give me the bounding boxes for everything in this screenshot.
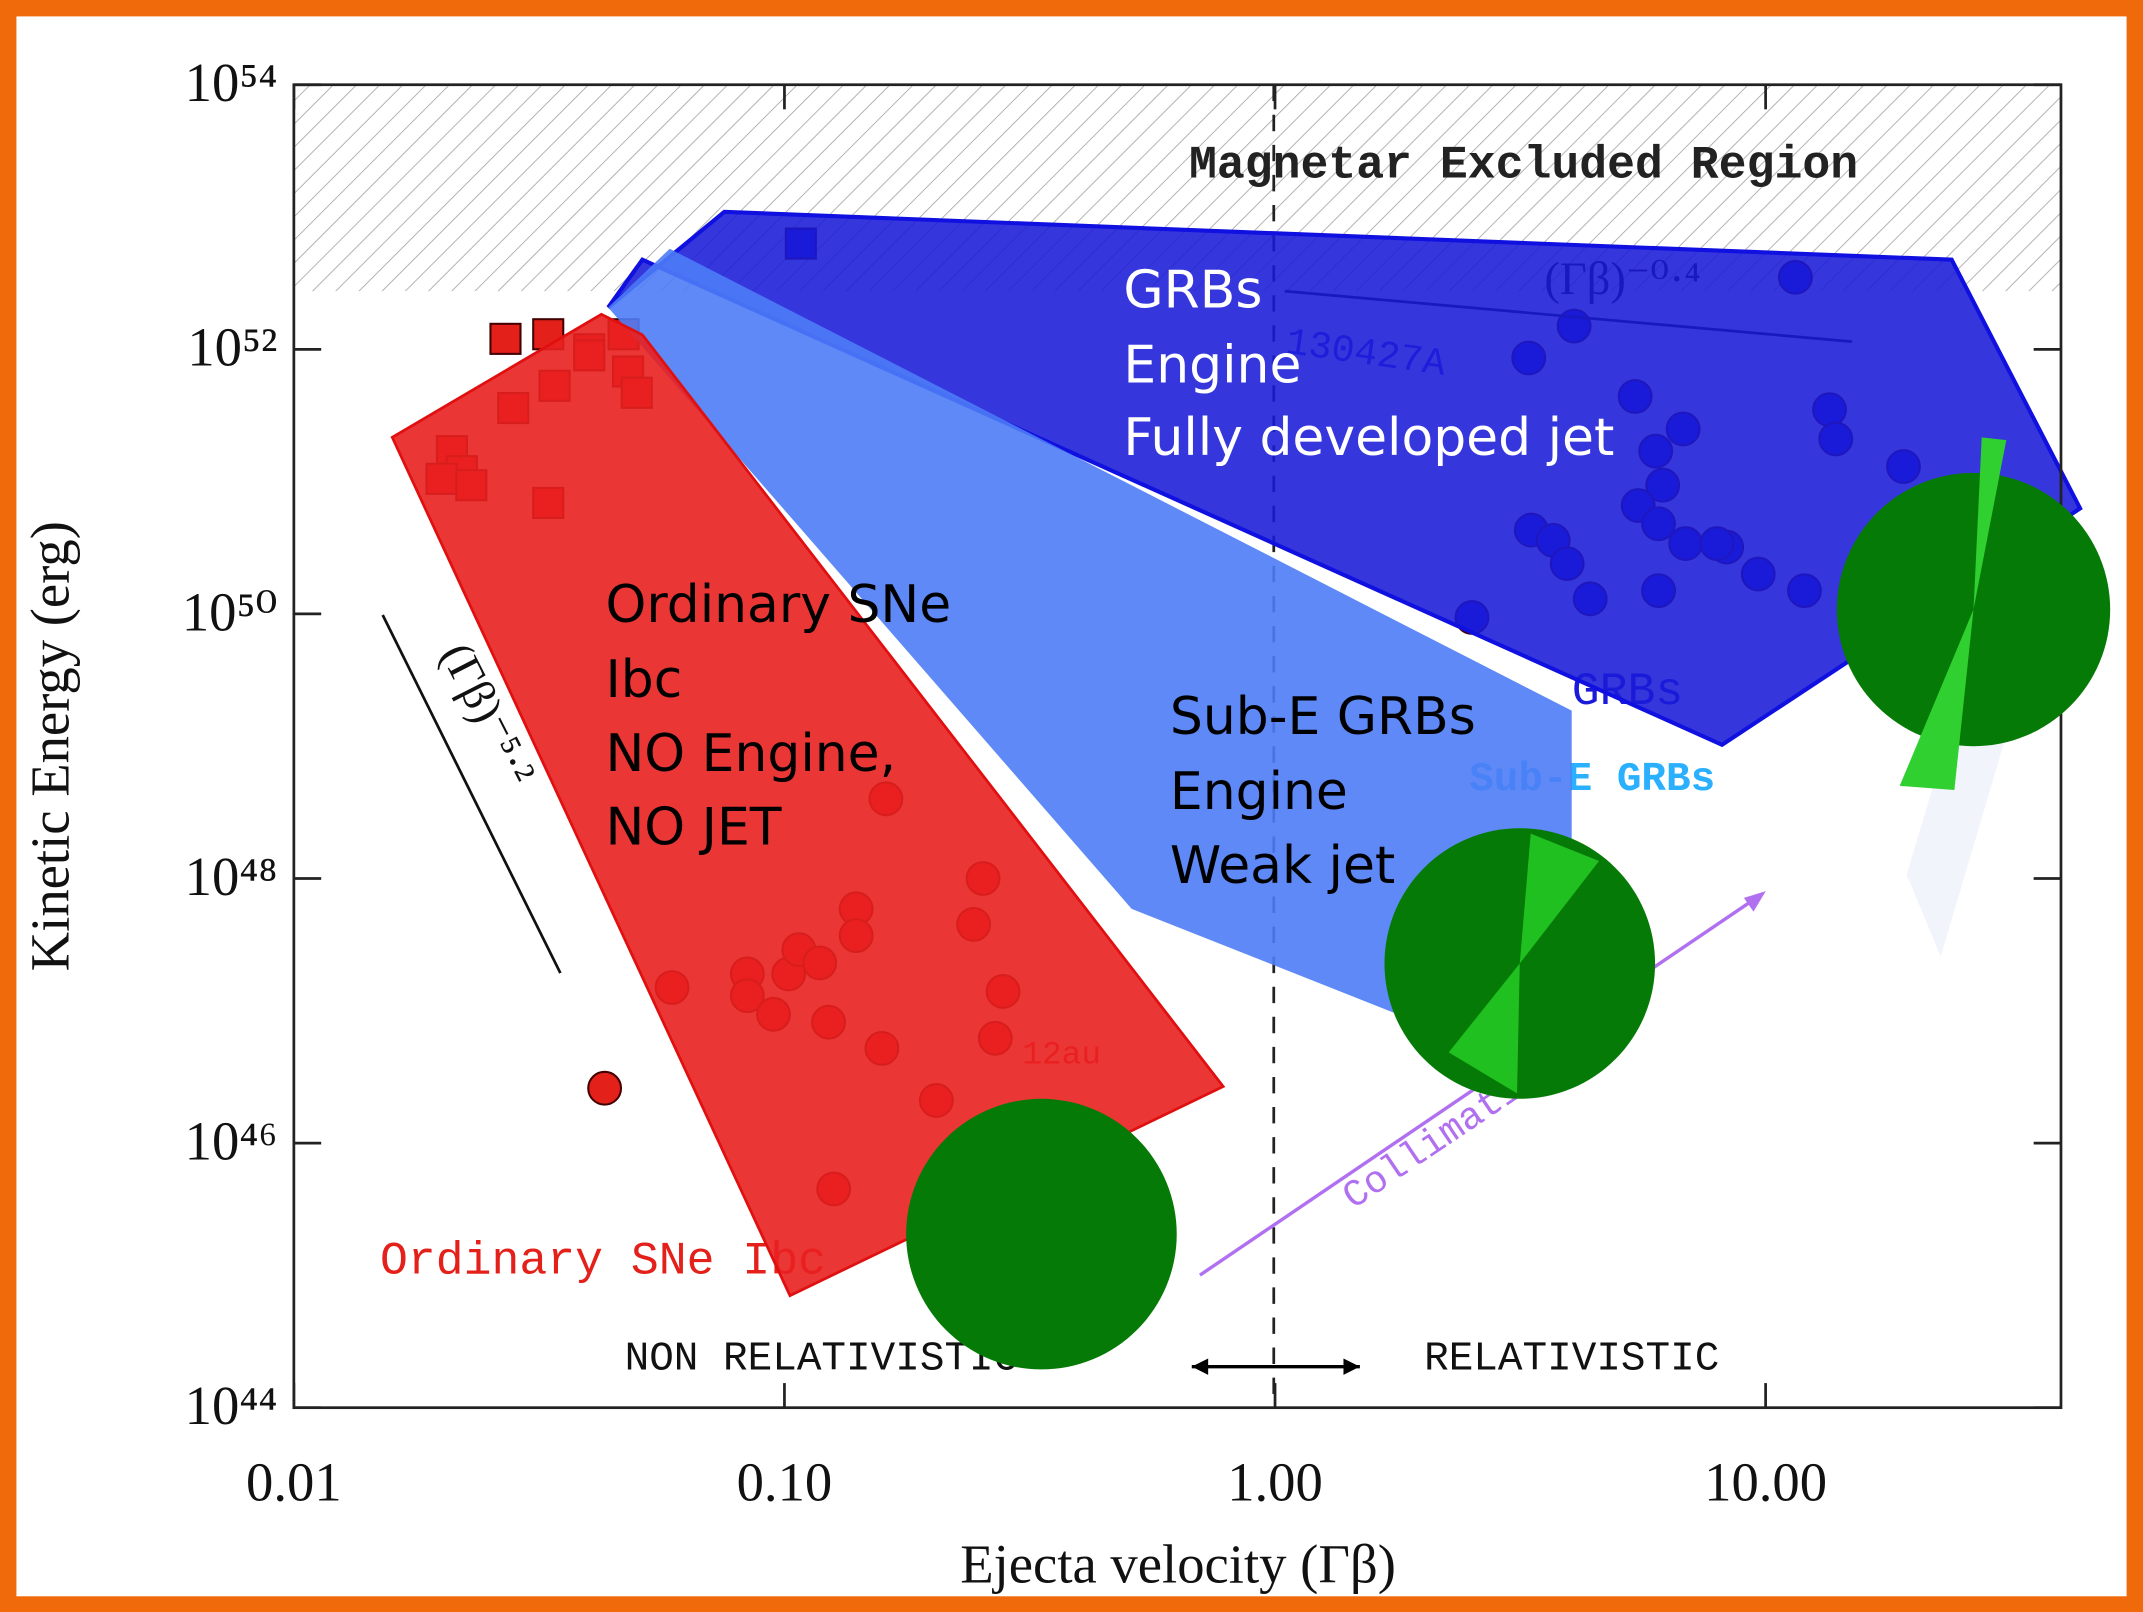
y-tick-label: 10⁵⁴ bbox=[185, 52, 278, 113]
y-tick-label: 10⁵² bbox=[187, 317, 277, 378]
y-tick-label: 10⁴⁶ bbox=[185, 1110, 278, 1171]
annotation: Magnetar Excluded Region bbox=[1189, 139, 1858, 192]
annotation: Ibc bbox=[605, 650, 682, 710]
annotation: Fully developed jet bbox=[1123, 408, 1614, 468]
y-tick-label: 10⁵⁰ bbox=[182, 581, 278, 642]
square-point bbox=[490, 324, 520, 354]
annotation: NON RELATIVISTIC bbox=[625, 1336, 1019, 1382]
circle-point bbox=[588, 1072, 621, 1105]
engine-sphere bbox=[906, 1099, 1177, 1370]
annotation: Engine bbox=[1123, 336, 1301, 396]
annotation: Sub-E GRBs bbox=[1170, 687, 1476, 747]
annotation: RELATIVISTIC bbox=[1424, 1336, 1719, 1382]
engine-sphere bbox=[1837, 473, 2110, 746]
annotation: Weak jet bbox=[1170, 836, 1395, 896]
y-axis-label: Kinetic Energy (erg) bbox=[19, 521, 80, 971]
x-tick-label: 0.10 bbox=[737, 1452, 833, 1513]
annotation: Engine bbox=[1170, 762, 1348, 822]
annotation: Ordinary SNe Ibc bbox=[380, 1235, 826, 1288]
engine-sphere bbox=[1384, 828, 1655, 1099]
x-tick-label: 0.01 bbox=[246, 1452, 342, 1513]
annotation: GRBs bbox=[1123, 261, 1262, 321]
chart: 0.01 0.10 1.00 10.00 10⁴⁴ 10⁴⁶ 10⁴⁸ 10⁵⁰ 10⁵² 10⁵… bbox=[0, 0, 2143, 1612]
x-tick-label: 10.00 bbox=[1704, 1452, 1827, 1513]
page: {"chart_data": { "type": "scatter", "x_l… bbox=[0, 0, 2143, 1612]
x-tick-label: 1.00 bbox=[1227, 1452, 1323, 1513]
annotation: NO Engine, bbox=[605, 724, 896, 784]
annotation: NO JET bbox=[605, 798, 781, 858]
y-tick-label: 10⁴⁴ bbox=[185, 1375, 278, 1436]
x-axis-label: Ejecta velocity (Γβ) bbox=[960, 1534, 1396, 1595]
annotation: Ordinary SNe bbox=[605, 575, 951, 635]
y-tick-label: 10⁴⁸ bbox=[185, 846, 278, 907]
